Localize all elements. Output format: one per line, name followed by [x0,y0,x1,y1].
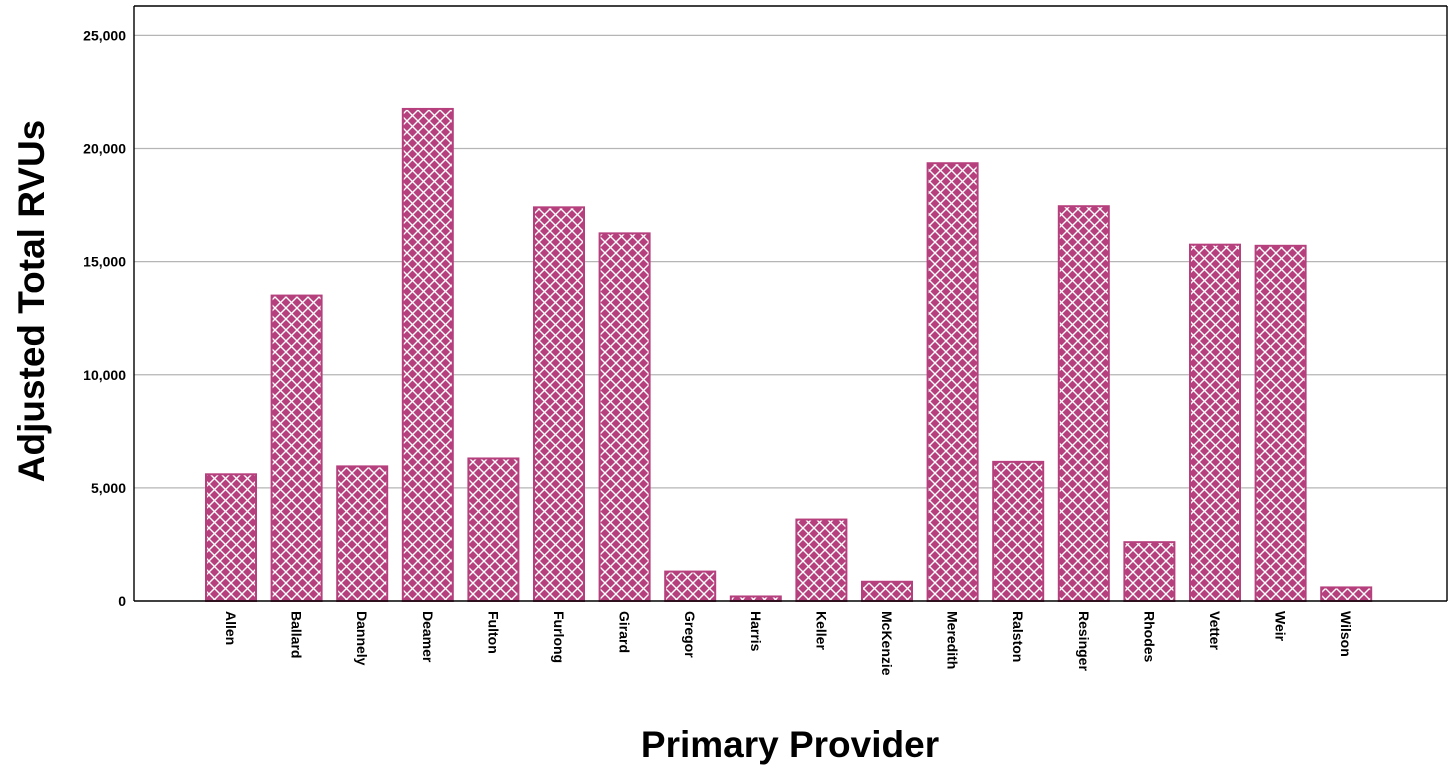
x-tick-label: Vetter [1207,611,1223,650]
bar-allen [205,473,257,602]
y-tick-labels: 0 5,000 10,000 15,000 20,000 25,000 [83,27,126,609]
x-axis-title: Primary Provider [641,724,939,765]
x-tick-label: Rhodes [1141,611,1157,663]
y-tick-label: 15,000 [83,254,126,270]
bar-meredith [926,162,979,603]
bar-weir [1254,244,1307,603]
bar-gregor [664,570,717,603]
bar-rhodes [1123,541,1176,603]
y-tick-label: 25,000 [83,27,126,43]
bar-keller [795,518,848,602]
x-tick-label: Ralston [1010,611,1026,662]
y-tick-label: 20,000 [83,141,126,157]
x-tick-label: Resinger [1076,611,1092,671]
bar-fulton [467,457,520,603]
x-tick-label: Harris [748,611,764,652]
x-tick-label: Dannely [354,611,370,666]
axes [133,5,1448,602]
x-tick-label: Meredith [945,611,961,669]
x-tick-label: Girard [617,611,633,653]
bars [205,107,1373,603]
x-tick-label: Keller [813,611,829,650]
y-tick-label: 0 [118,593,126,609]
bar-girard [598,232,651,602]
x-tick-label: Weir [1273,611,1289,642]
x-tick-label: Wilson [1338,611,1354,657]
x-tick-label: Deamer [420,611,436,663]
bar-dannely [336,465,389,602]
x-tick-label: Furlong [551,611,567,663]
bar-ballard [270,294,323,602]
bar-furlong [533,206,585,602]
x-tick-label: Ballard [289,611,305,658]
bar-ralston [992,460,1045,602]
x-tick-labels: Allen Ballard Dannely Deamer Fulton Furlong Gi… [223,611,1354,676]
bar-vetter [1189,243,1241,602]
x-tick-label: Fulton [485,611,501,654]
bar-wilson [1320,586,1373,602]
x-tick-label: Allen [223,611,239,645]
y-tick-label: 5,000 [91,480,126,496]
y-tick-label: 10,000 [83,367,126,383]
bar-deamer [401,107,454,603]
x-tick-label: McKenzie [879,611,895,676]
gridlines [134,34,1447,489]
x-tick-label: Gregor [682,611,698,658]
bar-mckenzie [861,580,913,602]
y-axis-title: Adjusted Total RVUs [11,120,52,483]
bar-resinger [1057,205,1110,602]
